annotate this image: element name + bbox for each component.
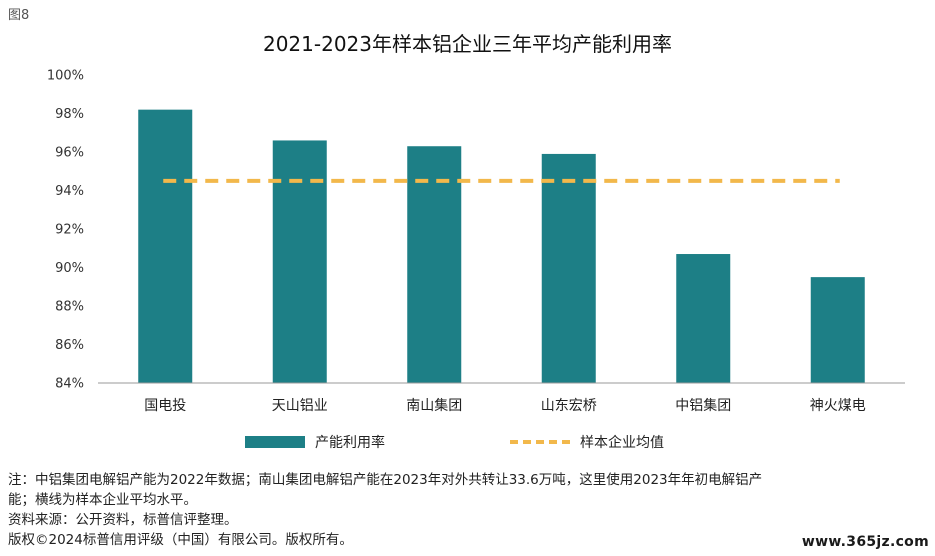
notes: 注：中铝集团电解铝产能为2022年数据；南山集团电解铝产能在2023年对外共转让…	[8, 470, 908, 550]
legend-average-label: 样本企业均值	[580, 435, 664, 451]
bar	[138, 109, 193, 384]
note-line-1: 注：中铝集团电解铝产能为2022年数据；南山集团电解铝产能在2023年对外共转让…	[8, 472, 763, 488]
y-tick-label: 100%	[47, 69, 84, 84]
figure-label: 图8	[8, 8, 30, 23]
y-tick-label: 94%	[55, 184, 84, 199]
copyright-note: 版权©2024标普信用评级（中国）有限公司。版权所有。	[8, 532, 353, 548]
y-axis: 84% 86% 88% 90% 92% 94% 96% 98% 100%	[47, 69, 84, 392]
bar	[676, 254, 731, 383]
y-tick-label: 96%	[55, 146, 84, 161]
legend-average-swatch	[510, 440, 570, 444]
bar	[407, 146, 462, 383]
chart-title: 2021-2023年样本铝企业三年平均产能利用率	[262, 32, 672, 56]
x-tick-label: 国电投	[144, 398, 186, 414]
bars	[138, 109, 865, 384]
y-tick-label: 88%	[55, 300, 84, 315]
x-tick-label: 中铝集团	[675, 397, 731, 414]
x-tick-label: 山东宏桥	[541, 398, 597, 414]
y-tick-label: 84%	[55, 377, 84, 392]
y-tick-label: 98%	[55, 107, 84, 122]
x-tick-label: 天山铝业	[272, 398, 328, 414]
y-tick-label: 92%	[55, 223, 84, 238]
legend-bar-label: 产能利用率	[315, 435, 385, 451]
note-line-2: 能；横线为样本企业平均水平。	[8, 492, 197, 508]
bar	[810, 277, 865, 383]
x-axis: 国电投 天山铝业 南山集团 山东宏桥 中铝集团 神火煤电	[144, 397, 866, 414]
x-tick-label: 神火煤电	[810, 398, 866, 414]
bar	[272, 140, 327, 383]
bar-chart: 84% 86% 88% 90% 92% 94% 96% 98% 100% 国电投 天山铝业 南山集团…	[47, 69, 905, 414]
watermark: www.365jz.com	[801, 534, 929, 550]
bar	[541, 153, 596, 383]
x-tick-label: 南山集团	[406, 397, 462, 414]
y-tick-label: 90%	[55, 261, 84, 276]
legend-bar-swatch	[245, 436, 305, 448]
legend-bar: 产能利用率	[245, 432, 385, 452]
y-tick-label: 86%	[55, 338, 84, 353]
legend-average: 样本企业均值	[510, 432, 664, 452]
source-note: 资料来源：公开资料，标普信评整理。	[8, 512, 238, 528]
